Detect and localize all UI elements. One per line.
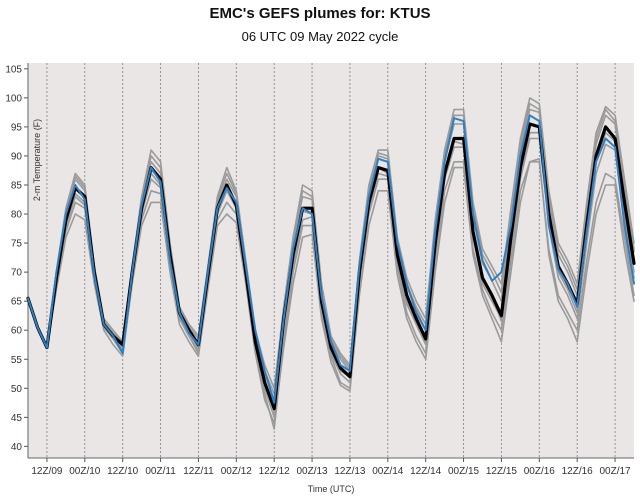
- y-tick-label: 40: [11, 442, 23, 453]
- x-tick-label: 12Z/10: [107, 466, 139, 477]
- y-tick-label: 90: [11, 151, 23, 162]
- y-tick-label: 80: [11, 210, 23, 221]
- x-tick-label: 00Z/13: [296, 466, 328, 477]
- y-tick-label: 65: [11, 297, 23, 308]
- x-tick-label: 12Z/09: [31, 466, 63, 477]
- y-tick-label: 45: [11, 413, 23, 424]
- y-tick-label: 55: [11, 355, 23, 366]
- x-tick-label: 00Z/11: [145, 466, 176, 477]
- x-tick-label: 00Z/14: [372, 466, 404, 477]
- x-tick-label: 12Z/15: [486, 466, 518, 477]
- x-tick-label: 00Z/10: [69, 466, 101, 477]
- y-tick-label: 60: [11, 326, 23, 337]
- chart-subtitle: 06 UTC 09 May 2022 cycle: [241, 29, 399, 44]
- x-tick-label: 12Z/14: [410, 466, 442, 477]
- x-tick-label: 00Z/17: [599, 466, 631, 477]
- x-tick-label: 00Z/15: [448, 466, 480, 477]
- x-tick-label: 12Z/16: [562, 466, 594, 477]
- series-line-control-gfs: [27, 114, 635, 404]
- plot-area: [28, 63, 634, 458]
- chart-title: EMC's GEFS plumes for: KTUS: [209, 5, 431, 22]
- x-tick-label: 00Z/16: [524, 466, 556, 477]
- x-axis-label: Time (UTC): [308, 484, 355, 494]
- y-tick-label: 105: [5, 64, 22, 75]
- x-tick-label: 12Z/11: [183, 466, 214, 477]
- y-tick-label: 75: [11, 239, 23, 250]
- y-tick-label: 100: [5, 93, 22, 104]
- x-tick-label: 00Z/12: [221, 466, 253, 477]
- y-axis-label: 2-m Temperature (F): [32, 119, 42, 201]
- y-tick-label: 95: [11, 122, 23, 133]
- x-tick-label: 12Z/13: [334, 466, 366, 477]
- y-tick-label: 85: [11, 180, 23, 191]
- x-tick-label: 12Z/12: [259, 466, 291, 477]
- y-tick-label: 50: [11, 384, 23, 395]
- y-tick-label: 70: [11, 268, 23, 279]
